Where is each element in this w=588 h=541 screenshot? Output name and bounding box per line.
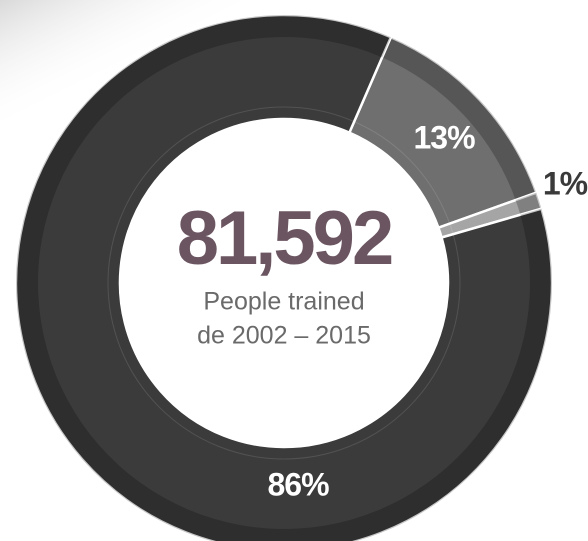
donut xyxy=(14,13,554,541)
inner-ring xyxy=(107,106,461,460)
segment-rim xyxy=(382,37,537,201)
value-label: 86% xyxy=(267,466,329,502)
value-label: 1% xyxy=(543,165,588,201)
segment xyxy=(14,13,554,541)
center-value: 81,592 xyxy=(177,196,392,281)
value-label: 13% xyxy=(413,119,475,155)
center-line: de 2002 – 2015 xyxy=(197,322,371,350)
center-line: People trained xyxy=(203,288,364,316)
